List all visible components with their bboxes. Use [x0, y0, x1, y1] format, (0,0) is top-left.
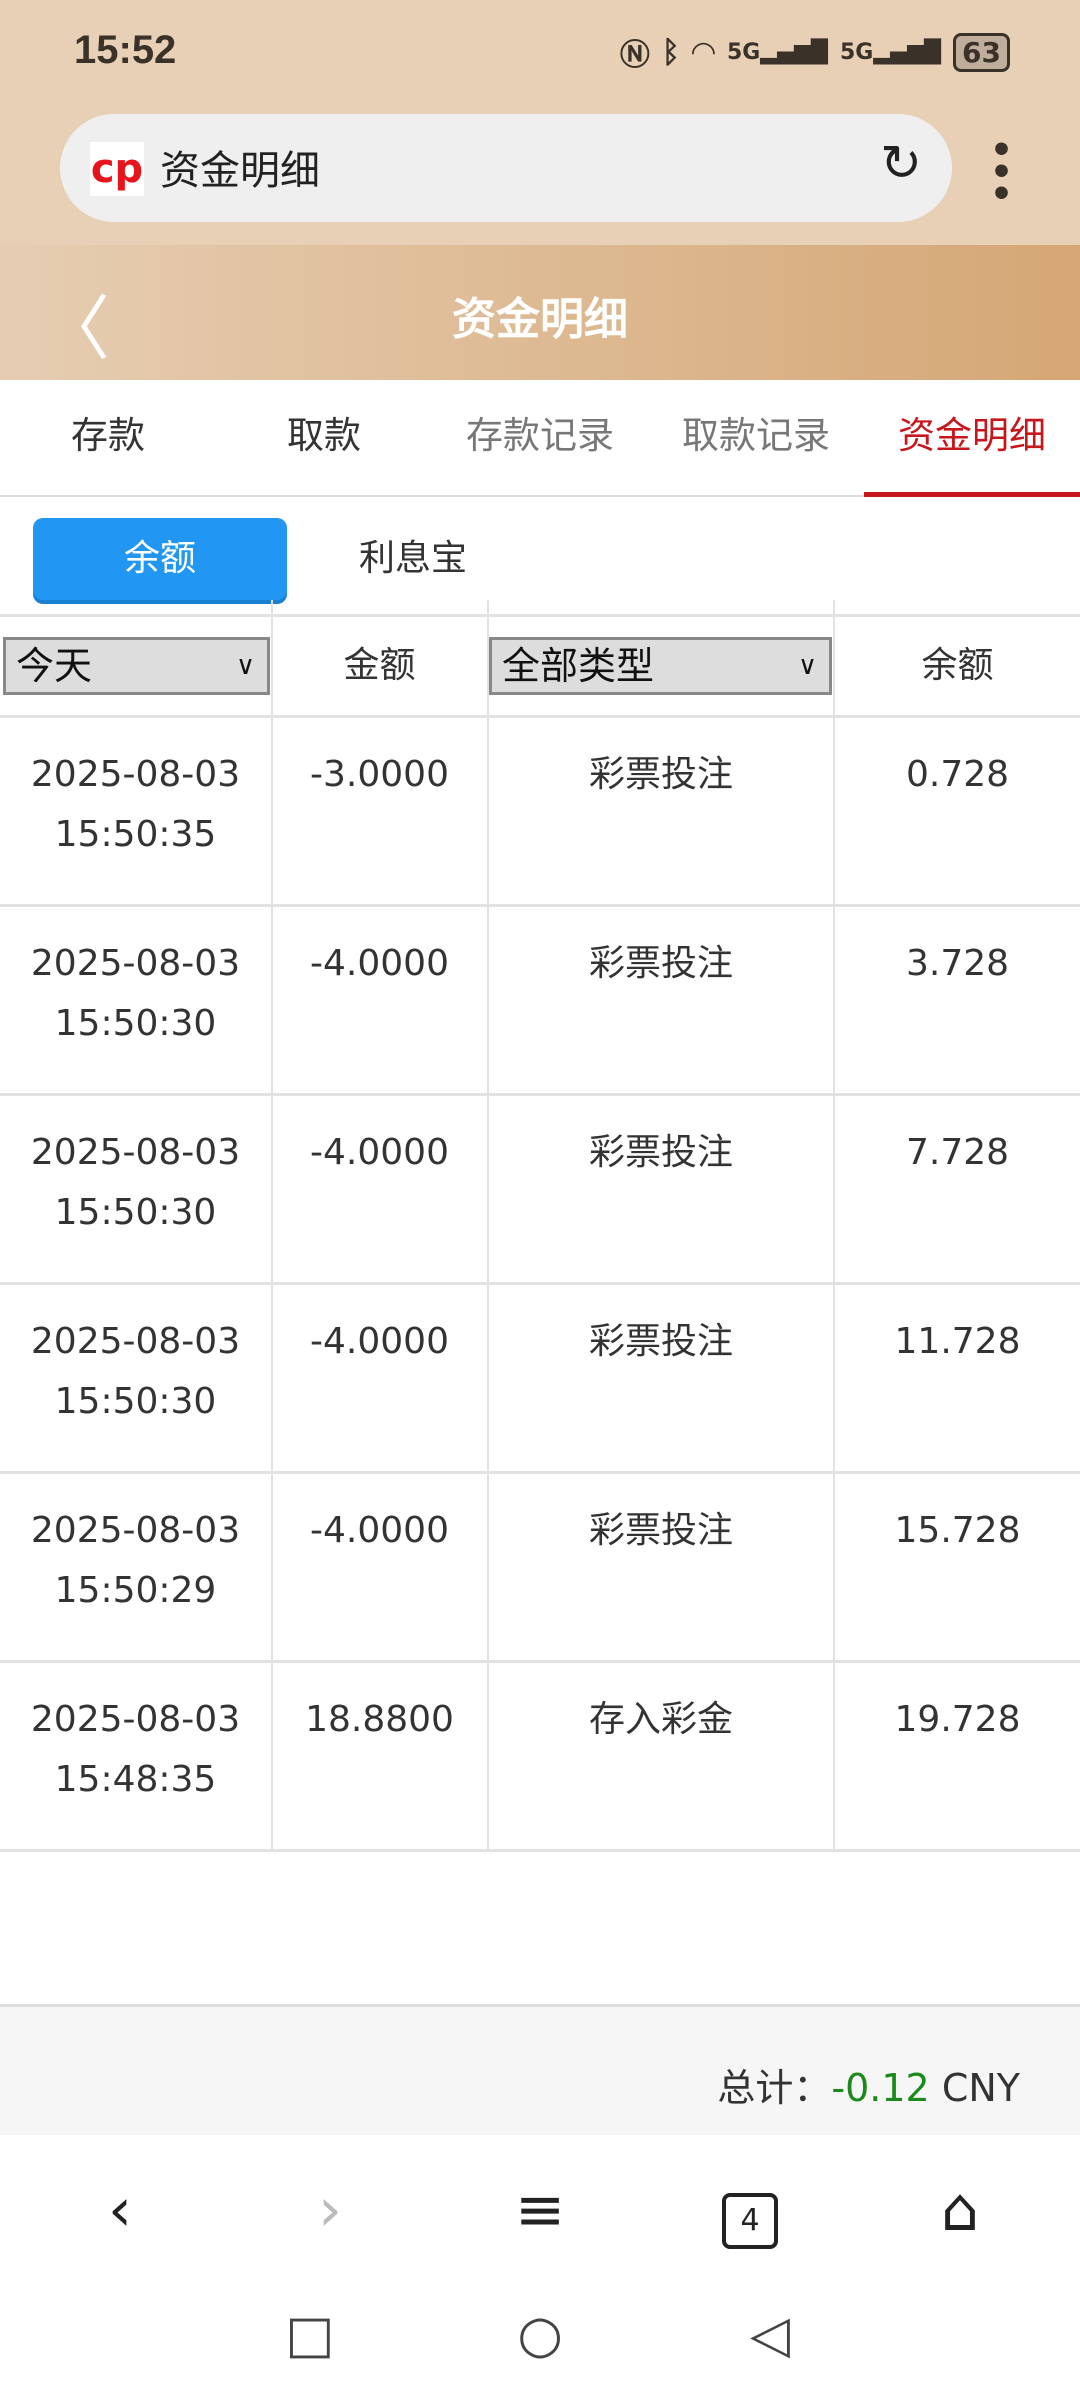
- row-amount: -4.0000: [310, 943, 449, 984]
- status-time: 15:52: [74, 28, 177, 72]
- back-icon[interactable]: 〈: [40, 288, 110, 370]
- total-footer: 总计：-0.12 CNY: [0, 2004, 1080, 2135]
- row-type: 彩票投注: [588, 1132, 733, 1173]
- row-balance: 11.728: [894, 1321, 1021, 1362]
- row-time: 15:50:30: [54, 1003, 217, 1044]
- tab-bar: 存款 取款 存款记录 取款记录 资金明细: [0, 380, 1080, 497]
- row-balance: 3.728: [905, 943, 1010, 984]
- home-icon[interactable]: ⌂: [940, 2175, 980, 2245]
- divider: [0, 1660, 1080, 1663]
- row-balance: 19.728: [894, 1699, 1021, 1740]
- total-currency: CNY: [941, 2066, 1020, 2110]
- divider: [0, 1093, 1080, 1096]
- tab-withdraw[interactable]: 取款: [287, 414, 361, 457]
- row-time: 15:48:35: [54, 1759, 217, 1800]
- more-menu-icon[interactable]: • • •: [990, 130, 1014, 215]
- browser-chrome: 15:52 Ⓝ ᛒ ◠ 5G▂▄▆█ 5G▂▄▆█ 63 cp 资金明细 ↻ •…: [0, 0, 1080, 245]
- tab-deposit[interactable]: 存款: [71, 414, 145, 457]
- tab-fund-details[interactable]: 资金明细: [864, 380, 1080, 497]
- divider: [0, 715, 1080, 718]
- system-back-icon[interactable]: ◁: [750, 2305, 790, 2365]
- chevron-down-icon: ∨: [797, 651, 817, 681]
- row-amount: -3.0000: [310, 754, 449, 795]
- row-balance: 0.728: [905, 754, 1010, 795]
- menu-icon[interactable]: ≡: [514, 2175, 566, 2245]
- column-header-amount: 金额: [343, 645, 416, 686]
- date-filter-value: 今天: [16, 644, 93, 688]
- row-date: 2025-08-03: [30, 1699, 241, 1740]
- row-time: 15:50:30: [54, 1192, 217, 1233]
- divider: [833, 600, 835, 1852]
- type-filter-select[interactable]: 全部类型 ∨: [489, 637, 832, 695]
- total-label: 总计：: [717, 2066, 832, 2110]
- tabs-icon[interactable]: 4: [700, 2175, 800, 2249]
- battery-icon: 63: [953, 32, 1010, 72]
- wifi-icon: ◠: [691, 34, 715, 70]
- divider: [0, 614, 1080, 617]
- nfc-icon: Ⓝ: [619, 38, 650, 73]
- divider: [487, 600, 489, 1852]
- row-date: 2025-08-03: [30, 1132, 241, 1173]
- status-icons: Ⓝ ᛒ ◠ 5G▂▄▆█ 5G▂▄▆█ 63: [620, 30, 1010, 74]
- site-logo-icon: cp: [90, 142, 144, 196]
- url-title: 资金明细: [160, 148, 320, 194]
- address-bar[interactable]: cp 资金明细 ↻: [60, 114, 952, 222]
- row-type: 彩票投注: [588, 943, 733, 984]
- column-header-balance: 余额: [921, 645, 994, 686]
- row-time: 15:50:30: [54, 1381, 217, 1422]
- row-time: 15:50:29: [54, 1570, 217, 1611]
- chevron-down-icon: ∨: [235, 651, 255, 681]
- row-date: 2025-08-03: [30, 754, 241, 795]
- type-filter-value: 全部类型: [502, 644, 655, 688]
- divider: [0, 1282, 1080, 1285]
- row-type: 彩票投注: [588, 1321, 733, 1362]
- divider: [0, 904, 1080, 907]
- tab-withdraw-records[interactable]: 取款记录: [682, 414, 830, 457]
- row-type: 彩票投注: [588, 1510, 733, 1551]
- row-date: 2025-08-03: [30, 1321, 241, 1362]
- row-type: 存入彩金: [588, 1699, 733, 1740]
- subtab-interest[interactable]: 利息宝: [358, 538, 467, 579]
- page-title: 资金明细: [452, 294, 628, 345]
- browser-nav-bar: ‹ › ≡ 4 ⌂ □ ○ ◁: [0, 2135, 1080, 2400]
- transactions-table: [0, 600, 1080, 1852]
- row-time: 15:50:35: [54, 814, 217, 855]
- total-value: -0.12: [831, 2066, 930, 2110]
- divider: [271, 600, 273, 1852]
- 5g-signal-icon: 5G▂▄▆█: [726, 39, 828, 65]
- divider: [0, 1471, 1080, 1474]
- tabs-count: 4: [722, 2193, 778, 2249]
- divider: [0, 1849, 1080, 1852]
- row-balance: 15.728: [894, 1510, 1021, 1551]
- row-amount: -4.0000: [310, 1510, 449, 1551]
- bluetooth-icon: ᛒ: [661, 34, 680, 70]
- row-amount: -4.0000: [310, 1321, 449, 1362]
- subtab-balance[interactable]: 余额: [33, 518, 287, 600]
- reload-icon[interactable]: ↻: [880, 134, 922, 192]
- home-circle-icon[interactable]: ○: [517, 2305, 563, 2365]
- back-icon[interactable]: ‹: [108, 2175, 132, 2245]
- tab-deposit-records[interactable]: 存款记录: [466, 414, 614, 457]
- row-amount: 18.8800: [305, 1699, 454, 1740]
- 5g-signal-icon: 5G▂▄▆█: [839, 39, 942, 65]
- row-balance: 7.728: [905, 1132, 1010, 1173]
- recents-icon[interactable]: □: [285, 2305, 335, 2365]
- page-header: 〈 资金明细: [0, 245, 1080, 380]
- row-date: 2025-08-03: [30, 1510, 241, 1551]
- row-date: 2025-08-03: [30, 943, 241, 984]
- row-amount: -4.0000: [310, 1132, 449, 1173]
- forward-icon[interactable]: ›: [318, 2175, 342, 2245]
- date-filter-select[interactable]: 今天 ∨: [3, 637, 270, 695]
- row-type: 彩票投注: [588, 754, 733, 795]
